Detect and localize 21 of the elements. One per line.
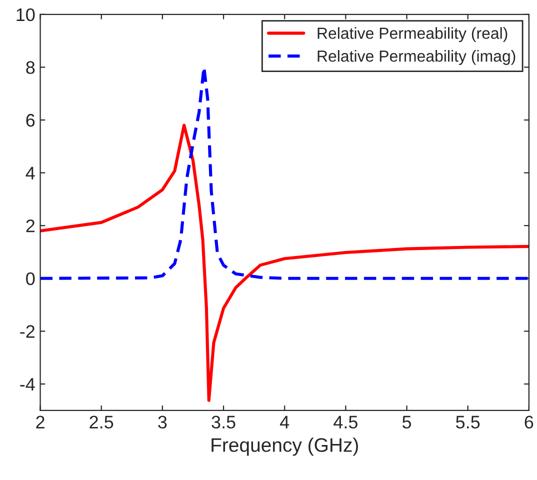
x-tick-label: 6: [524, 416, 534, 429]
line-series: [40, 124, 529, 402]
legend-label: Relative Permeability (imag): [318, 50, 516, 65]
y-tick-label: 0: [26, 272, 35, 286]
y-tick-label: -4: [20, 378, 35, 391]
y-tick-label: -2: [20, 325, 35, 338]
x-tick-label: 2: [36, 416, 44, 428]
y-tick-label: 10: [16, 8, 35, 22]
x-tick-label: 5.5: [456, 416, 480, 429]
y-tick-label: 4: [26, 166, 35, 180]
x-tick-label: 5: [402, 416, 412, 429]
x-tick-label: 4.5: [334, 416, 358, 429]
y-tick-label: 6: [26, 114, 35, 127]
y-tick-label: 8: [26, 61, 35, 74]
legend-label: Relative Permeability (real): [318, 27, 508, 42]
x-tick-label: 2.5: [90, 416, 114, 429]
y-tick-label: 2: [26, 220, 35, 232]
x-tick-label: 3: [158, 416, 167, 429]
x-axis-title: Frequency (GHz): [212, 438, 358, 456]
x-tick-label: 4: [280, 416, 290, 428]
x-tick-label: 3.5: [212, 416, 236, 429]
